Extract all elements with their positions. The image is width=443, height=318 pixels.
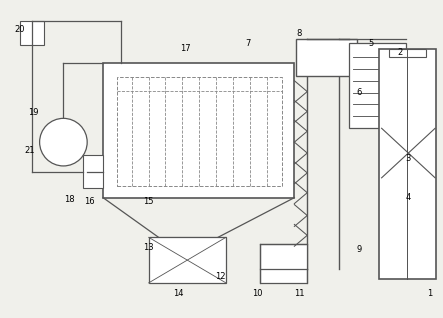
Text: 1: 1	[427, 289, 433, 298]
Circle shape	[39, 118, 87, 166]
Bar	[103, 63, 294, 198]
Text: 15: 15	[144, 197, 154, 206]
Text: 14: 14	[173, 289, 184, 298]
Text: 7: 7	[245, 38, 250, 47]
Text: 19: 19	[28, 108, 39, 117]
Bar	[389, 49, 426, 57]
Bar	[83, 155, 103, 188]
Text: 8: 8	[297, 29, 302, 38]
Text: 11: 11	[294, 289, 305, 298]
Text: 12: 12	[215, 273, 225, 281]
Text: 3: 3	[406, 154, 411, 162]
Text: 16: 16	[84, 197, 94, 206]
Text: 4: 4	[406, 193, 411, 202]
Bar	[379, 49, 436, 279]
Bar	[260, 244, 307, 283]
Text: 2: 2	[398, 48, 403, 58]
Bar	[296, 39, 357, 76]
Text: 18: 18	[64, 195, 75, 204]
Bar	[149, 237, 226, 283]
Text: 5: 5	[368, 38, 373, 47]
Text: 9: 9	[356, 245, 361, 254]
Bar	[117, 77, 283, 186]
Text: 6: 6	[356, 88, 361, 97]
Bar	[20, 21, 43, 45]
Text: 13: 13	[144, 243, 154, 252]
Text: 21: 21	[24, 146, 35, 155]
Bar	[349, 43, 406, 128]
Text: 20: 20	[15, 24, 25, 34]
Text: 17: 17	[180, 45, 190, 53]
Text: 10: 10	[253, 289, 263, 298]
